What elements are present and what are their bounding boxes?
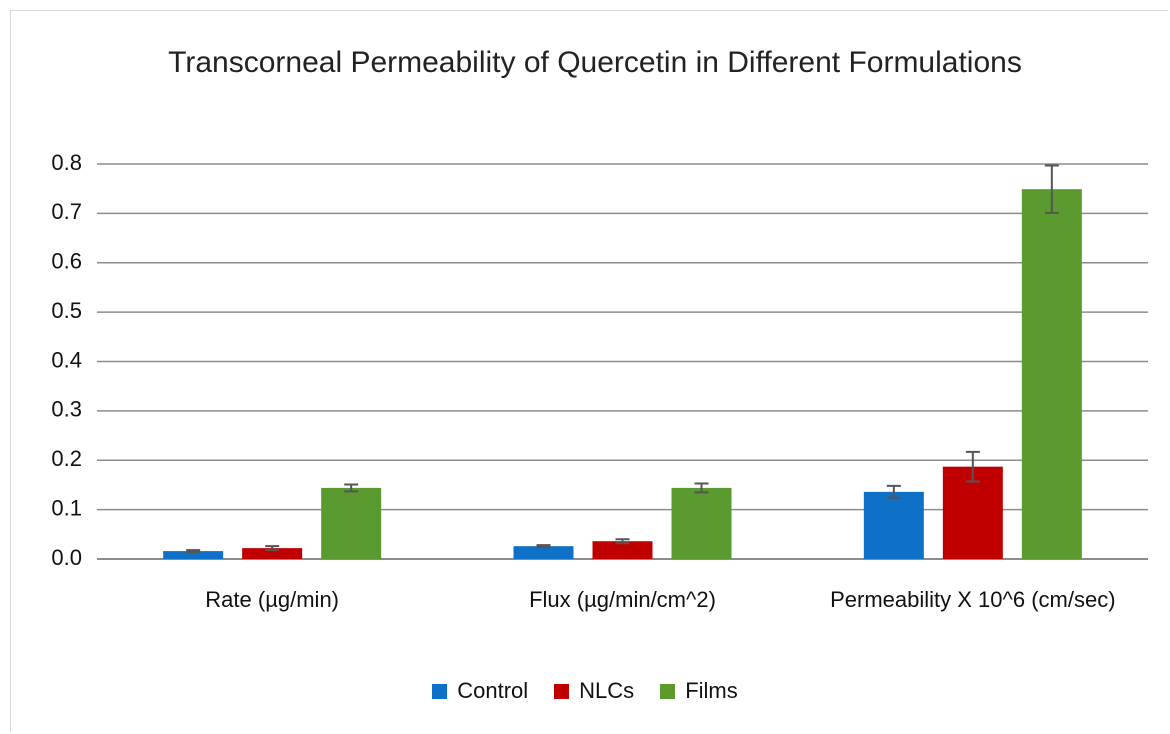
error-bar xyxy=(536,544,551,549)
y-tick-label: 0.7 xyxy=(51,199,82,224)
y-tick-label: 0.5 xyxy=(51,298,82,323)
y-tick-label: 0.2 xyxy=(51,446,82,471)
legend-label: NLCs xyxy=(579,678,635,703)
error-bar xyxy=(886,484,901,499)
legend-swatch xyxy=(554,683,570,699)
error-bar xyxy=(1044,164,1059,214)
x-tick-label: Rate (µg/min) xyxy=(205,587,340,612)
error-bar xyxy=(965,450,980,483)
y-tick-label: 0.0 xyxy=(51,545,82,570)
legend-item: NLCs xyxy=(554,678,634,704)
bar xyxy=(1021,189,1082,559)
x-tick-label: Flux (µg/min/cm^2) xyxy=(529,587,716,612)
y-tick-label: 0.1 xyxy=(51,495,82,520)
error-bar xyxy=(615,538,630,545)
chart-title: Transcorneal Permeability of Quercetin i… xyxy=(168,46,1022,79)
legend-swatch xyxy=(432,683,448,699)
legend-swatch xyxy=(660,683,676,699)
legend: Control NLCs Films xyxy=(0,678,1170,704)
bar xyxy=(513,546,574,559)
chart-border xyxy=(10,10,1168,732)
bar xyxy=(592,541,653,559)
y-tick-label: 0.8 xyxy=(51,150,82,175)
legend-item: Films xyxy=(660,678,738,704)
bar xyxy=(321,487,382,559)
bar xyxy=(671,487,732,559)
x-tick-label: Permeability X 10^6 (cm/sec) xyxy=(830,587,1116,612)
error-bar xyxy=(344,483,359,493)
error-bar xyxy=(186,549,201,554)
legend-label: Control xyxy=(457,678,529,703)
error-bar xyxy=(265,545,280,552)
legend-item: Control xyxy=(432,678,528,704)
y-tick-label: 0.6 xyxy=(51,249,82,274)
bar xyxy=(163,551,224,559)
y-tick-label: 0.4 xyxy=(51,347,82,372)
bar xyxy=(863,491,924,559)
legend-label: Films xyxy=(685,678,738,703)
y-tick-label: 0.3 xyxy=(51,397,82,422)
error-bar xyxy=(694,482,709,494)
bar xyxy=(242,548,303,559)
